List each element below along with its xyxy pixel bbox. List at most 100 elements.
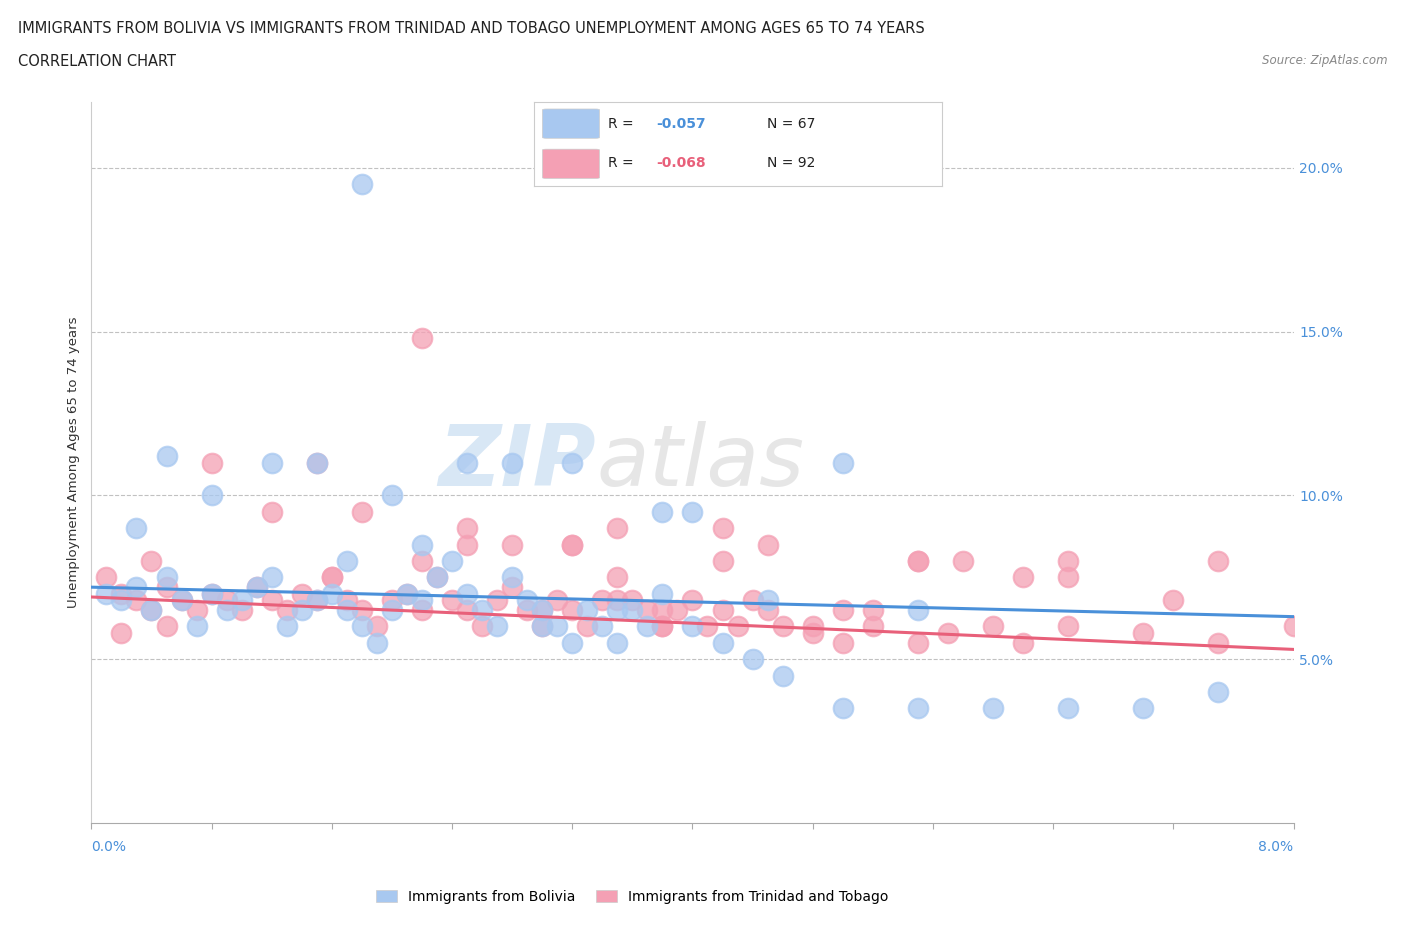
- Point: [907, 603, 929, 618]
- Point: [381, 603, 404, 618]
- Point: [381, 488, 404, 503]
- Point: [636, 603, 658, 618]
- Point: [96, 570, 118, 585]
- Point: [831, 635, 853, 650]
- Point: [651, 619, 673, 634]
- Point: [561, 538, 583, 552]
- Point: [305, 456, 328, 471]
- Y-axis label: Unemployment Among Ages 65 to 74 years: Unemployment Among Ages 65 to 74 years: [67, 317, 80, 608]
- Point: [440, 553, 463, 568]
- Point: [1057, 619, 1080, 634]
- Point: [456, 603, 478, 618]
- Point: [561, 635, 583, 650]
- Point: [350, 504, 373, 519]
- Point: [501, 579, 523, 594]
- Point: [155, 579, 177, 594]
- Point: [440, 592, 463, 607]
- Point: [305, 592, 328, 607]
- Point: [321, 570, 343, 585]
- Point: [561, 603, 583, 618]
- Text: R =: R =: [607, 116, 638, 130]
- Point: [772, 668, 794, 683]
- Point: [456, 538, 478, 552]
- Point: [1161, 592, 1184, 607]
- Point: [486, 592, 509, 607]
- Point: [456, 521, 478, 536]
- Point: [1282, 619, 1305, 634]
- Point: [155, 570, 177, 585]
- Text: -0.057: -0.057: [657, 116, 706, 130]
- Point: [981, 619, 1004, 634]
- Text: 8.0%: 8.0%: [1258, 840, 1294, 854]
- Point: [756, 538, 779, 552]
- Point: [907, 701, 929, 716]
- Point: [170, 592, 193, 607]
- Point: [426, 570, 449, 585]
- Text: atlas: atlas: [596, 421, 804, 504]
- Point: [501, 538, 523, 552]
- Point: [516, 592, 538, 607]
- Point: [260, 504, 283, 519]
- Point: [1208, 684, 1230, 699]
- Point: [561, 538, 583, 552]
- Point: [1132, 626, 1154, 641]
- Point: [110, 586, 132, 601]
- Point: [1132, 701, 1154, 716]
- Point: [621, 603, 644, 618]
- Point: [651, 619, 673, 634]
- Point: [486, 619, 509, 634]
- Point: [260, 592, 283, 607]
- Text: ZIP: ZIP: [439, 421, 596, 504]
- Point: [336, 592, 359, 607]
- FancyBboxPatch shape: [543, 149, 599, 179]
- Point: [561, 456, 583, 471]
- Point: [952, 553, 974, 568]
- Point: [756, 592, 779, 607]
- Point: [246, 579, 269, 594]
- Point: [606, 635, 628, 650]
- Point: [336, 553, 359, 568]
- Point: [546, 592, 568, 607]
- Text: N = 67: N = 67: [766, 116, 815, 130]
- Point: [727, 619, 749, 634]
- Point: [336, 603, 359, 618]
- Point: [501, 456, 523, 471]
- Text: Source: ZipAtlas.com: Source: ZipAtlas.com: [1263, 54, 1388, 67]
- Point: [141, 603, 163, 618]
- Point: [681, 504, 703, 519]
- Point: [546, 619, 568, 634]
- Point: [246, 579, 269, 594]
- Point: [711, 635, 734, 650]
- Point: [681, 592, 703, 607]
- Point: [606, 570, 628, 585]
- Point: [741, 592, 763, 607]
- Point: [696, 619, 718, 634]
- Point: [606, 603, 628, 618]
- Point: [456, 456, 478, 471]
- Point: [125, 521, 148, 536]
- Point: [215, 603, 238, 618]
- Point: [366, 635, 388, 650]
- Point: [772, 619, 794, 634]
- Point: [981, 701, 1004, 716]
- Point: [201, 586, 224, 601]
- Point: [366, 619, 388, 634]
- Text: 0.0%: 0.0%: [91, 840, 127, 854]
- Point: [321, 586, 343, 601]
- Point: [170, 592, 193, 607]
- Point: [1057, 570, 1080, 585]
- Text: R =: R =: [607, 156, 638, 170]
- Point: [711, 603, 734, 618]
- Point: [1208, 635, 1230, 650]
- Point: [636, 619, 658, 634]
- Point: [831, 701, 853, 716]
- Point: [907, 553, 929, 568]
- Point: [576, 619, 599, 634]
- Point: [201, 488, 224, 503]
- Point: [576, 603, 599, 618]
- Point: [456, 586, 478, 601]
- Point: [516, 603, 538, 618]
- Point: [381, 592, 404, 607]
- Point: [1208, 553, 1230, 568]
- Point: [711, 553, 734, 568]
